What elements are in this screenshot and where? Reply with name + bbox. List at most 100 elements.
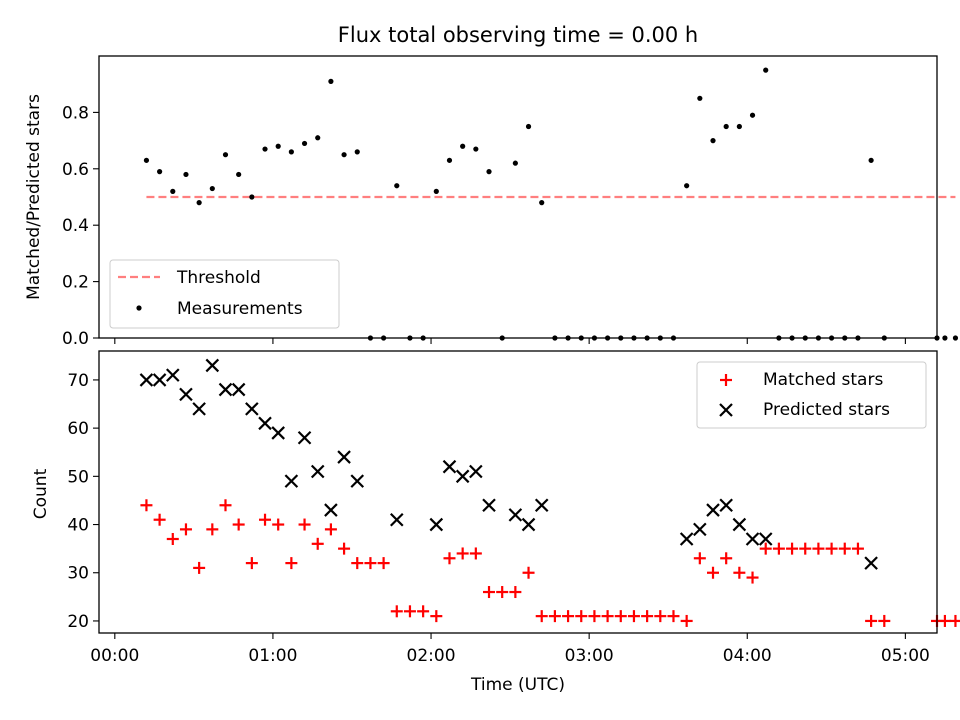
predicted-star-point (390, 512, 404, 527)
matched-star-point (851, 542, 864, 555)
predicted-star-point (521, 517, 536, 532)
legend-matched-swatch (720, 374, 732, 386)
predicted-star-point (758, 532, 773, 546)
measurement-point (697, 95, 703, 101)
matched-star-point (403, 605, 416, 618)
matched-star-point (680, 614, 693, 627)
ratio-y-axis: 0.0 0.2 0.4 0.6 0.8 (62, 103, 99, 349)
matched-star-point (483, 586, 496, 599)
count-legend: Matched stars Predicted stars (696, 361, 927, 429)
legend-measurements-label: Measurements (177, 299, 303, 319)
matched-star-point (949, 614, 960, 627)
count-y-axis-label: Count (31, 468, 51, 519)
predicted-star-point (442, 459, 457, 474)
count-x-tick-label: 02:00 (407, 646, 456, 666)
matched-star-point (206, 523, 219, 536)
predicted-star-point (310, 464, 325, 479)
predicted-star-point (508, 508, 523, 522)
measurement-point (525, 123, 532, 130)
matched-star-point (469, 547, 482, 560)
predicted-star-point (337, 450, 351, 464)
matched-star-point (496, 586, 509, 599)
measurement-point (196, 200, 202, 206)
matched-star-point (733, 566, 746, 579)
measurement-point (354, 149, 360, 155)
legend-threshold-label: Threshold (176, 268, 261, 288)
matched-star-point (417, 605, 430, 618)
matched-star-point (272, 518, 285, 531)
count-axes-frame (98, 350, 938, 634)
count-y-axis: 20 30 40 50 60 70 (67, 371, 99, 632)
predicted-star-point (534, 498, 549, 513)
ratio-y-tick-label: 0.0 (62, 329, 89, 349)
measurement-point (433, 188, 439, 194)
measurement-point (315, 135, 321, 141)
predicted-star-point (284, 474, 299, 488)
legend-measurements-swatch (136, 305, 142, 311)
measurement-point (710, 138, 716, 144)
ratio-legend-box (109, 259, 340, 329)
matched-star-point (522, 566, 535, 579)
matched-star-point (707, 566, 720, 579)
predicted-star-point (745, 532, 760, 546)
measurement-point (539, 200, 545, 206)
predicted-star-point (719, 498, 733, 513)
measurement-point (301, 140, 308, 147)
count-y-tick-label: 70 (67, 371, 89, 391)
matched-star-point (654, 610, 667, 623)
matched-star-point (193, 561, 206, 574)
predicted-star-point (732, 517, 747, 532)
ratio-axes-frame (98, 55, 938, 339)
matched-star-point (627, 610, 640, 623)
predicted-star-point (245, 402, 259, 416)
legend-matched-label: Matched stars (763, 370, 883, 390)
matched-star-point (338, 542, 351, 555)
measurement-point (143, 157, 150, 163)
matched-star-point (153, 513, 166, 526)
predicted-star-point (469, 464, 483, 479)
measurement-point (473, 146, 479, 152)
matched-star-point (812, 542, 825, 555)
predicted-star-point (139, 373, 154, 387)
count-panel: 20 30 40 50 60 70 00:00 01:00 02:00 03:00 04:00 05… (31, 350, 960, 695)
legend-predicted-label: Predicted stars (763, 400, 890, 420)
predicted-star-point (706, 503, 720, 517)
matched-star-point (166, 533, 179, 545)
predicted-star-point (218, 382, 233, 397)
measurement-point (262, 146, 268, 152)
predicted-star-point (205, 358, 220, 373)
count-x-tick-label: 00:00 (90, 646, 139, 666)
matched-star-point (720, 552, 733, 565)
matched-star-point (364, 557, 377, 570)
matched-star-point (509, 586, 522, 599)
measurement-point (486, 169, 492, 175)
matched-star-point (232, 518, 245, 531)
ratio-y-tick-label: 0.6 (62, 160, 89, 180)
matched-star-point (430, 610, 443, 623)
count-x-axis: 00:00 01:00 02:00 03:00 04:00 05:00 (90, 633, 930, 666)
measurement-point (249, 194, 255, 200)
matched-star-point (667, 610, 680, 623)
predicted-star-point (864, 556, 878, 570)
matched-star-point (351, 557, 364, 570)
count-points-layer (139, 358, 960, 627)
matched-star-point (693, 552, 706, 565)
measurement-point (942, 335, 948, 341)
ratio-y-tick-label: 0.4 (62, 216, 89, 236)
matched-star-point (601, 610, 614, 623)
matched-star-point (938, 614, 951, 627)
measurement-point (749, 112, 756, 118)
matched-star-point (759, 542, 772, 555)
matched-star-point (377, 557, 390, 570)
predicted-star-point (482, 498, 496, 513)
measurement-point (341, 152, 347, 158)
ratio-x-ticks (114, 338, 906, 344)
count-x-tick-label: 05:00 (881, 646, 930, 666)
measurement-point (868, 157, 874, 163)
predicted-star-point (350, 474, 365, 488)
matched-star-point (786, 542, 799, 555)
predicted-star-point (271, 426, 285, 440)
predicted-star-point (297, 430, 312, 445)
ratio-y-axis-label: Matched/Predicted stars (24, 94, 44, 300)
